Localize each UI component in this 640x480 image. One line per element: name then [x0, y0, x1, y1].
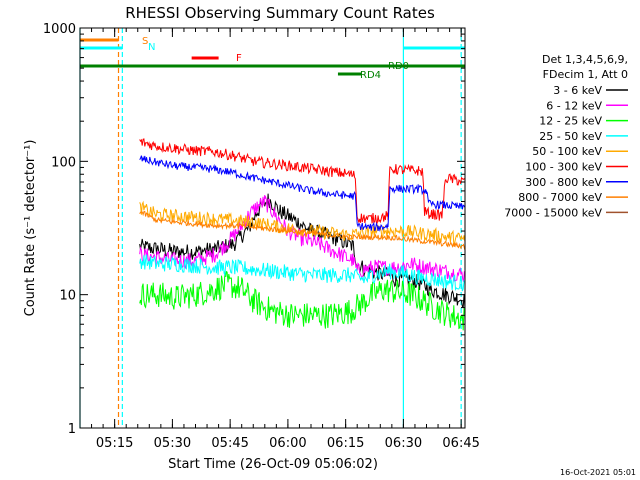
- series-line-6-12-kev: [139, 195, 466, 282]
- legend-label-6-12-kev: 6 - 12 keV: [546, 99, 602, 112]
- y-tick-label-0: 1: [68, 422, 76, 437]
- legend-label-7000-15000-kev: 7000 - 15000 keV: [504, 206, 602, 219]
- legend: Det 1,3,4,5,6,9, FDecim 1, Att 0 3 - 6 k…: [504, 53, 628, 219]
- x-tick-label-0: 05:15: [96, 436, 133, 451]
- plot-frame: [79, 27, 466, 429]
- legend-header-line-1: Det 1,3,4,5,6,9,: [542, 53, 628, 66]
- series-line-800-7000-kev: [139, 210, 466, 250]
- x-tick-label-2: 05:45: [211, 436, 248, 451]
- legend-header-line-2: FDecim 1, Att 0: [543, 68, 628, 81]
- x-tick-label-1: 05:30: [154, 436, 191, 451]
- x-tick-label-6: 06:45: [442, 436, 479, 451]
- series-line-300-800-kev: [139, 155, 466, 232]
- series-line-12-25-kev: [139, 270, 466, 331]
- y-axis-label: Count Rate (s⁻¹ detector⁻¹): [23, 140, 38, 317]
- series-line-25-50-kev: [139, 254, 466, 292]
- x-axis-label: Start Time (26-Oct-09 05:06:02): [168, 457, 378, 472]
- series-line-50-100-kev: [139, 200, 466, 247]
- legend-label-3-6-kev: 3 - 6 keV: [553, 84, 602, 97]
- y-axis: 1 10 100 1000: [43, 22, 465, 437]
- series-layer: [139, 138, 466, 331]
- legend-label-300-800-kev: 300 - 800 keV: [525, 176, 602, 189]
- series-line-100-300-kev: [139, 138, 466, 224]
- plot-area: SN F RD0 RD4: [79, 28, 466, 428]
- legend-label-50-100-kev: 50 - 100 keV: [532, 145, 602, 158]
- interval-label-f-3: F: [236, 53, 242, 64]
- y-tick-label-3: 1000: [43, 22, 76, 37]
- footer-timestamp: 16-Oct-2021 05:01: [560, 468, 636, 477]
- chart-title: RHESSI Observing Summary Count Rates: [125, 4, 435, 22]
- x-tick-label-3: 06:00: [269, 436, 306, 451]
- legend-label-100-300-kev: 100 - 300 keV: [525, 161, 602, 174]
- y-tick-label-2: 100: [51, 155, 76, 170]
- x-axis: 05:15 05:30 05:45 06:00 06:15 06:30 06:45: [79, 28, 480, 451]
- interval-label-rd0-5: RD0: [388, 61, 409, 72]
- legend-label-12-25-kev: 12 - 25 keV: [539, 115, 602, 128]
- interval-label-n-1: N: [148, 42, 155, 53]
- x-tick-label-4: 06:15: [327, 436, 364, 451]
- x-tick-label-5: 06:30: [385, 436, 422, 451]
- interval-label-s-0: S: [142, 36, 148, 47]
- legend-label-800-7000-kev: 800 - 7000 keV: [518, 191, 602, 204]
- y-tick-label-1: 10: [59, 289, 76, 304]
- interval-label-rd4-6: RD4: [360, 70, 381, 81]
- legend-label-25-50-kev: 25 - 50 keV: [539, 130, 602, 143]
- observing-intervals: SN F RD0 RD4: [80, 36, 465, 81]
